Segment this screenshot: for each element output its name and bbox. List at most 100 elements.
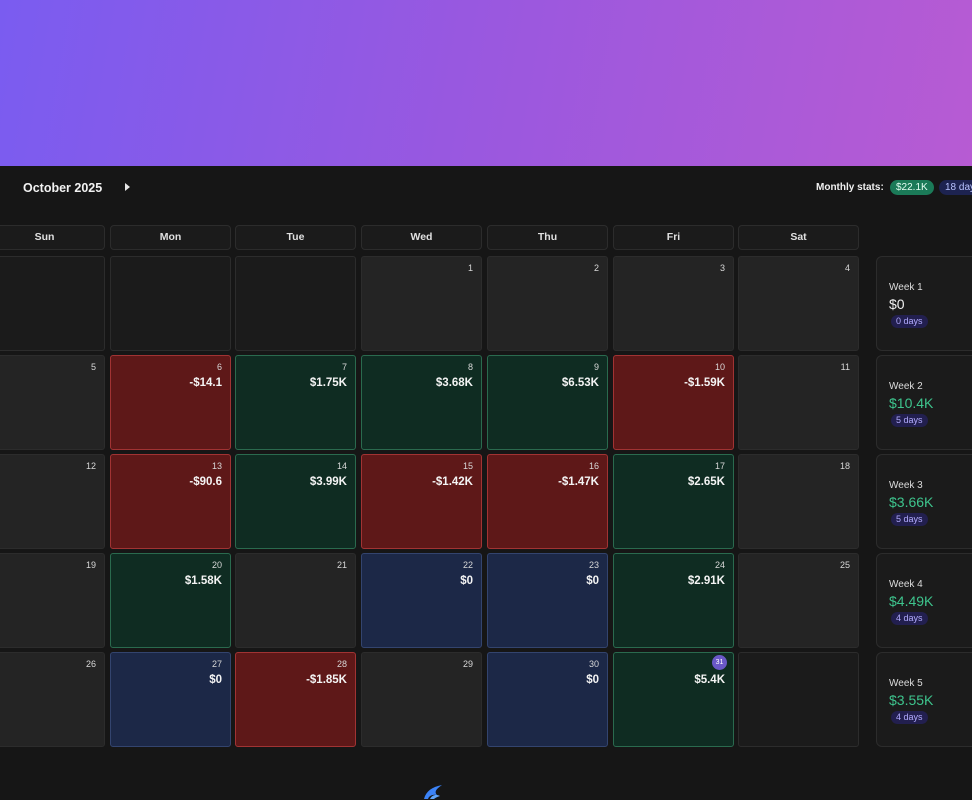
calendar-day-cell[interactable]: 3 (613, 256, 734, 351)
day-pnl-value: $2.65K (687, 476, 725, 488)
calendar-day-cell[interactable]: 28 -$1.85K (235, 652, 356, 747)
calendar-day-cell (738, 652, 859, 747)
day-number: 11 (840, 362, 850, 372)
calendar-day-cell[interactable]: 30 $0 (487, 652, 608, 747)
week-days-badge: 4 days (891, 612, 928, 625)
day-pnl-value: $6.53K (561, 377, 599, 389)
calendar-day-cell[interactable]: 15 -$1.42K (361, 454, 482, 549)
week-days-badge: 5 days (891, 513, 928, 526)
week-summary-card: Week 4 $4.49K 4 days (876, 553, 972, 648)
calendar-day-cell[interactable]: 10 -$1.59K (613, 355, 734, 450)
day-number: 17 (714, 461, 725, 471)
week-label: Week 5 (889, 678, 923, 689)
day-pnl-value: $1.58K (184, 575, 222, 587)
calendar-day-cell[interactable]: 26 (0, 652, 105, 747)
calendar-day-cell[interactable]: 18 (738, 454, 859, 549)
calendar-day-cell[interactable]: 17 $2.65K (613, 454, 734, 549)
monthly-stats-label: Monthly stats: (816, 182, 884, 193)
day-pnl-value: -$1.47K (558, 476, 599, 488)
monthly-pnl-badge: $22.1K (890, 180, 934, 195)
day-number: 23 (588, 560, 599, 570)
day-number: 19 (85, 560, 96, 570)
calendar-day-cell[interactable]: 5 (0, 355, 105, 450)
calendar-day-cell[interactable]: 2 (487, 256, 608, 351)
day-number: 20 (211, 560, 222, 570)
calendar-day-cell[interactable]: 13 -$90.6 (110, 454, 231, 549)
day-number: 25 (839, 560, 850, 570)
calendar-day-cell[interactable]: 1 (361, 256, 482, 351)
day-number: 9 (593, 362, 599, 372)
week-summary-card: Week 3 $3.66K 5 days (876, 454, 972, 549)
calendar-day-cell[interactable]: 11 (738, 355, 859, 450)
week-days-badge: 4 days (891, 711, 928, 724)
day-pnl-value: $0 (460, 575, 473, 587)
header-banner (0, 0, 972, 166)
day-pnl-value: $2.91K (687, 575, 725, 587)
day-pnl-value: $1.75K (309, 377, 347, 389)
day-number: 14 (336, 461, 347, 471)
day-number: 30 (588, 659, 599, 669)
weekday-header-1: Mon (110, 225, 231, 250)
day-number: 29 (462, 659, 473, 669)
weekday-header-5: Fri (613, 225, 734, 250)
day-number: 13 (211, 461, 222, 471)
day-pnl-value: $3.99K (309, 476, 347, 488)
day-pnl-value: -$1.42K (432, 476, 473, 488)
calendar-day-cell[interactable]: 8 $3.68K (361, 355, 482, 450)
week-label: Week 3 (889, 480, 923, 491)
calendar-day-cell[interactable]: 31 $5.4K (613, 652, 734, 747)
week-pnl-value: $3.55K (889, 692, 934, 708)
week-summary-card: Week 1 $0 0 days (876, 256, 972, 351)
calendar-day-cell[interactable]: 22 $0 (361, 553, 482, 648)
calendar-day-cell[interactable]: 24 $2.91K (613, 553, 734, 648)
day-number: 24 (714, 560, 725, 570)
day-number: 21 (336, 560, 347, 570)
calendar-day-cell[interactable]: 29 (361, 652, 482, 747)
day-number: 5 (90, 362, 96, 372)
day-number: 1 (467, 263, 473, 273)
day-number: 4 (844, 263, 850, 273)
weekday-header-2: Tue (235, 225, 356, 250)
day-number: 26 (85, 659, 96, 669)
week-pnl-value: $10.4K (889, 395, 934, 411)
weekday-header-6: Sat (738, 225, 859, 250)
day-number: 28 (336, 659, 347, 669)
calendar-day-cell[interactable]: 19 (0, 553, 105, 648)
calendar-day-cell[interactable]: 16 -$1.47K (487, 454, 608, 549)
monthly-days-badge: 18 days (939, 180, 972, 195)
month-title: October 2025 (23, 181, 103, 195)
calendar-day-cell[interactable]: 4 (738, 256, 859, 351)
calendar-day-cell[interactable]: 6 -$14.1 (110, 355, 231, 450)
weekday-header-3: Wed (361, 225, 482, 250)
day-number: 7 (341, 362, 347, 372)
calendar-day-cell[interactable]: 12 (0, 454, 105, 549)
calendar-day-cell[interactable]: 9 $6.53K (487, 355, 608, 450)
week-summary-card: Week 5 $3.55K 4 days (876, 652, 972, 747)
day-number: 6 (216, 362, 222, 372)
day-pnl-value: $0 (586, 575, 599, 587)
day-number: 10 (714, 362, 725, 372)
week-days-badge: 5 days (891, 414, 928, 427)
day-number: 2 (593, 263, 599, 273)
calendar-day-cell (235, 256, 356, 351)
day-pnl-value: -$1.59K (684, 377, 725, 389)
day-pnl-value: $5.4K (694, 674, 725, 686)
calendar-day-cell[interactable]: 23 $0 (487, 553, 608, 648)
day-number: 12 (85, 461, 96, 471)
calendar-day-cell[interactable]: 27 $0 (110, 652, 231, 747)
week-label: Week 2 (889, 381, 923, 392)
day-pnl-value: -$90.6 (189, 476, 222, 488)
day-number: 8 (467, 362, 473, 372)
calendar-day-cell[interactable]: 7 $1.75K (235, 355, 356, 450)
calendar-day-cell (0, 256, 105, 351)
weekday-header-0: Sun (0, 225, 105, 250)
calendar-toolbar (0, 166, 972, 212)
calendar-day-cell[interactable]: 25 (738, 553, 859, 648)
day-pnl-value: -$1.85K (306, 674, 347, 686)
today-day-badge: 31 (712, 655, 727, 670)
calendar-day-cell[interactable]: 20 $1.58K (110, 553, 231, 648)
calendar-day-cell[interactable]: 14 $3.99K (235, 454, 356, 549)
chevron-right-icon[interactable] (122, 178, 132, 196)
week-days-badge: 0 days (891, 315, 928, 328)
calendar-day-cell[interactable]: 21 (235, 553, 356, 648)
